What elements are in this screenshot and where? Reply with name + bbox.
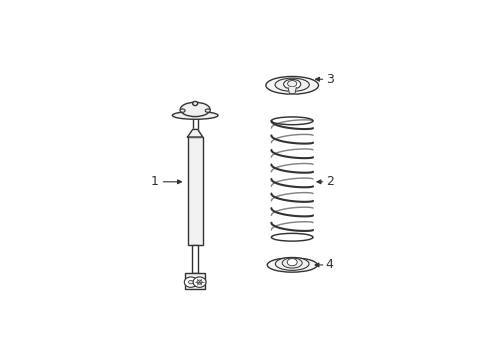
Ellipse shape <box>197 280 202 284</box>
Ellipse shape <box>188 280 193 284</box>
Ellipse shape <box>192 102 197 105</box>
Bar <box>185 273 204 289</box>
Ellipse shape <box>275 257 308 270</box>
Polygon shape <box>187 130 203 137</box>
Ellipse shape <box>172 112 218 119</box>
Ellipse shape <box>180 109 185 112</box>
Ellipse shape <box>193 277 205 287</box>
Ellipse shape <box>265 76 318 94</box>
Ellipse shape <box>205 109 210 112</box>
Ellipse shape <box>287 81 296 87</box>
Text: 2: 2 <box>325 175 333 188</box>
Bar <box>192 116 197 137</box>
Text: 4: 4 <box>325 258 333 271</box>
Ellipse shape <box>267 258 317 272</box>
Ellipse shape <box>286 258 297 266</box>
Bar <box>187 137 203 245</box>
Text: 3: 3 <box>325 73 333 86</box>
Text: 1: 1 <box>151 175 159 188</box>
Bar <box>192 245 198 273</box>
Ellipse shape <box>184 277 197 287</box>
Ellipse shape <box>180 102 210 117</box>
Ellipse shape <box>283 79 300 89</box>
Ellipse shape <box>282 258 302 268</box>
Polygon shape <box>287 87 296 94</box>
Ellipse shape <box>275 78 309 91</box>
